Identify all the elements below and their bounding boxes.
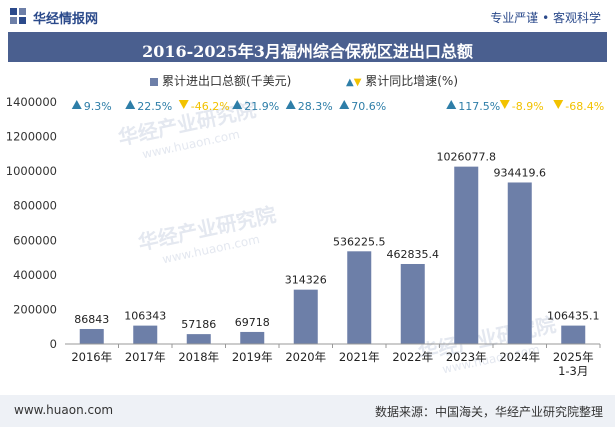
bar (186, 334, 211, 344)
bar-value-label: 314326 (285, 274, 327, 287)
legend-growth-item: ▲▼ 累计同比增速(%) (346, 72, 458, 89)
legend-growth-label: 累计同比增速(%) (365, 74, 459, 88)
x-tick-label: 2019年 (232, 350, 273, 364)
bar-value-label: 462835.4 (387, 248, 440, 261)
x-tick-label: 2018年 (178, 350, 219, 364)
y-tick-label: 200000 (13, 302, 57, 316)
growth-labels: 9.3% 22.5% -46.2% 21.9% 28.3% 70.6% 117.5% -8.9… (71, 100, 604, 113)
bar-value-label: 1026077.8 (437, 151, 497, 164)
bar (79, 328, 104, 344)
growth-label: 70.6% (351, 100, 386, 113)
growth-up-icon (232, 100, 243, 109)
x-tick-label: 2024年 (499, 350, 540, 364)
x-tick-label: 1-3月 (558, 364, 588, 378)
chart-legend: 累计进出口总额(千美元) ▲▼ 累计同比增速(%) (0, 72, 615, 90)
growth-down-icon (499, 100, 510, 109)
y-axis: 0 200000 400000 600000 800000 1000000 1200000 1… (6, 95, 57, 351)
growth-label: 21.9% (244, 100, 279, 113)
top-bar: 华经情报网 专业严谨 • 客观科学 (0, 0, 615, 32)
bar (454, 166, 479, 344)
bar-chart: 华经产业研究院www.huaon.com华经产业研究院www.huaon.com… (6, 95, 604, 378)
growth-label: 9.3% (84, 100, 112, 113)
growth-label: -8.9% (512, 100, 544, 113)
growth-up-icon (339, 100, 350, 109)
footer-source: 数据来源：中国海关，华经产业研究院整理 (374, 405, 603, 419)
x-tick-label: 2020年 (285, 350, 326, 364)
triangle-up-icon: ▲ (346, 77, 354, 88)
growth-label: -46.2% (191, 100, 230, 113)
y-tick-label: 1200000 (6, 130, 57, 144)
x-tick-label: 2023年 (446, 350, 487, 364)
y-tick-label: 1400000 (6, 95, 57, 109)
growth-up-icon (446, 100, 457, 109)
bar-value-label: 57186 (181, 318, 216, 331)
y-tick-label: 1000000 (6, 164, 57, 178)
bar (400, 263, 425, 344)
bar (561, 325, 586, 344)
legend-bar-swatch (150, 77, 158, 86)
brand-name: 华经情报网 (33, 12, 99, 27)
triangle-down-icon: ▼ (353, 77, 362, 88)
growth-down-icon (178, 100, 189, 109)
chart-title: 2016-2025年3月福州综合保税区进出口总额 (142, 42, 473, 61)
y-tick-label: 800000 (13, 199, 57, 213)
growth-label: -68.4% (565, 100, 604, 113)
bar (293, 289, 318, 344)
growth-down-icon (553, 100, 564, 109)
footer-bar: www.huaon.com 数据来源：中国海关，华经产业研究院整理 (0, 395, 615, 427)
x-tick-label: 2022年 (392, 350, 433, 364)
growth-label: 22.5% (137, 100, 172, 113)
bar-value-label: 536225.5 (333, 235, 386, 248)
y-tick-label: 0 (50, 337, 57, 351)
y-tick-label: 600000 (13, 233, 57, 247)
x-axis: 2016年 2017年 2018年 2019年 2020年 2021年 2022年 2023年… (65, 343, 601, 378)
huajing-logo-icon (10, 8, 26, 24)
growth-up-icon (71, 100, 82, 109)
legend-bar-item: 累计进出口总额(千美元) (150, 72, 291, 89)
bar (347, 251, 372, 344)
bars: 86843 106343 57186 69718 314326 536225.546283… (74, 151, 600, 344)
x-tick-label: 2016年 (71, 350, 112, 364)
x-tick-label: 2021年 (339, 350, 380, 364)
bar-value-label: 934419.6 (494, 166, 547, 179)
bar (133, 325, 158, 344)
bar (507, 182, 532, 344)
growth-up-icon (125, 100, 136, 109)
legend-bar-label: 累计进出口总额(千美元) (162, 74, 292, 88)
growth-label: 28.3% (298, 100, 333, 113)
slogan: 专业严谨 • 客观科学 (490, 11, 601, 25)
title-bar: 2016-2025年3月福州综合保税区进出口总额 (8, 32, 607, 62)
growth-label: 117.5% (458, 100, 500, 113)
bar (240, 331, 265, 344)
footer-website: www.huaon.com (14, 403, 114, 417)
bar-value-label: 86843 (74, 313, 109, 326)
x-tick-label: 2017年 (125, 350, 166, 364)
y-tick-label: 400000 (13, 268, 57, 282)
bar-value-label: 106343 (124, 310, 166, 323)
growth-up-icon (285, 100, 296, 109)
bar-value-label: 69718 (235, 316, 270, 329)
x-tick-label: 2025年 (553, 350, 594, 364)
bar-value-label: 106435.1 (547, 310, 600, 323)
